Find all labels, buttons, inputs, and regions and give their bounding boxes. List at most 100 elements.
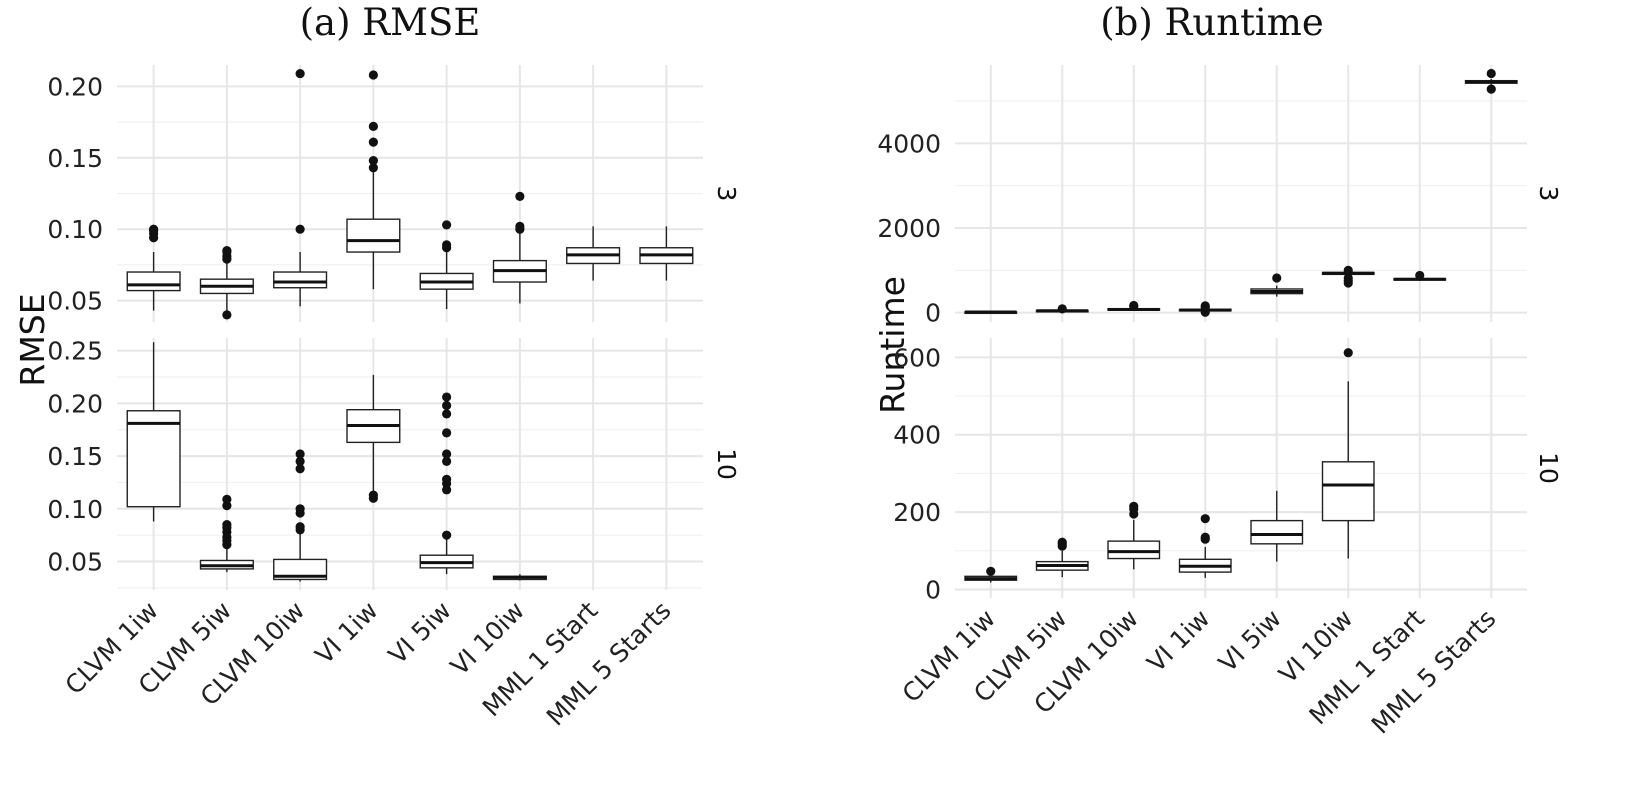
boxplot-clvm-1iw [964, 310, 1018, 315]
x-tick-label: VI 1iw [310, 596, 384, 670]
facet-rmse-3: 0.05 0.10 0.15 0.20 3 [47, 65, 741, 322]
y-tick-label: 200 [893, 498, 941, 527]
boxplot-vi-10iw [1321, 265, 1375, 288]
outlier-point [368, 121, 378, 131]
y-tick-label: 0.20 [47, 389, 103, 418]
boxplot-vi-1iw [346, 374, 401, 503]
outlier-point [368, 156, 378, 166]
outlier-point [515, 191, 525, 201]
outlier-point [368, 70, 378, 80]
outlier-point [149, 224, 159, 234]
outlier-point [1272, 273, 1282, 283]
outlier-point [442, 530, 452, 540]
boxplot-clvm-1iw [126, 224, 181, 311]
outlier-point [442, 485, 452, 495]
outlier-point [368, 137, 378, 147]
boxplot-clvm-10iw [1107, 501, 1161, 570]
outlier-point [1343, 265, 1353, 275]
outlier-point [442, 220, 452, 230]
boxplot-clvm-5iw [199, 494, 254, 573]
y-tick-label: 0.10 [47, 215, 103, 244]
outlier-point [1129, 300, 1139, 311]
y-tick-label: 400 [893, 421, 941, 450]
y-tick-label: 2000 [877, 214, 941, 243]
boxplot-vi-5iw [419, 392, 474, 575]
y-tick-label: 0.10 [47, 495, 103, 524]
outlier-point [295, 68, 305, 79]
boxplot-vi-5iw [1250, 273, 1304, 297]
outlier-point [1343, 273, 1353, 283]
boxplot-vi-1iw [1178, 301, 1232, 317]
boxplot-vi-10iw [492, 574, 547, 581]
outlier-point [295, 504, 305, 514]
outlier-point [368, 163, 378, 173]
outlier-point [295, 456, 305, 466]
y-tick-label: 0 [925, 575, 941, 604]
y-axis-title-rmse: RMSE [13, 293, 52, 386]
y-tick-label: 0.15 [47, 144, 103, 173]
boxplot-clvm-5iw [1035, 537, 1089, 578]
outlier-point [442, 428, 452, 438]
facet-strip-label: 3 [712, 186, 741, 202]
outlier-point [442, 474, 452, 484]
boxplot-clvm-5iw [199, 246, 254, 320]
boxplot-clvm-10iw [273, 449, 328, 582]
outlier-point [1343, 348, 1353, 358]
outlier-point [295, 449, 305, 459]
facet-runtime-10: 0 200 400 600 10 [893, 338, 1563, 604]
box [1107, 540, 1161, 560]
boxplot-vi-1iw [1178, 514, 1232, 578]
outlier-point [1200, 301, 1210, 311]
boxplot-clvm-1iw [964, 566, 1018, 583]
outlier-point [442, 456, 452, 466]
boxplot-mml-5-starts [1464, 68, 1518, 94]
panel-title-runtime: (b) Runtime [1100, 1, 1324, 44]
box [1250, 519, 1304, 545]
outlier-point [1057, 304, 1067, 314]
x-tick-label: MML 5 Starts [1366, 604, 1502, 740]
y-tick-label: 4000 [877, 129, 941, 158]
y-tick-label: 600 [893, 343, 941, 372]
outlier-point [442, 240, 452, 250]
outlier-point [442, 400, 452, 411]
boxplot-vi-5iw [1250, 490, 1304, 562]
outlier-point [1415, 270, 1425, 281]
outlier-point [515, 221, 525, 231]
facet-strip-label: 10 [712, 448, 741, 480]
box [126, 410, 181, 508]
outlier-point [986, 566, 996, 576]
boxplot-vi-10iw [492, 191, 547, 304]
y-tick-label: 0 [925, 299, 941, 328]
outlier-point [222, 501, 232, 511]
y-axis-title-runtime: Runtime [873, 276, 912, 414]
boxplot-vi-1iw [346, 70, 401, 290]
outlier-point [1486, 84, 1496, 94]
y-tick-label: 0.05 [47, 287, 103, 316]
outlier-point [295, 464, 305, 474]
boxplot-clvm-10iw [1107, 300, 1161, 312]
boxplot-mml-1-start [1393, 270, 1447, 281]
boxplot-mml-1-start [566, 226, 621, 281]
panel-rmse: (a) RMSE RMSE 0.050.100.150.2030.050.100… [13, 1, 741, 731]
facet-strip-label: 3 [1534, 186, 1563, 202]
panel-title-rmse: (a) RMSE [300, 1, 481, 44]
outlier-point [1200, 514, 1210, 524]
y-tick-label: 0.05 [47, 548, 103, 577]
box [273, 271, 328, 289]
boxplot-clvm-5iw [1035, 304, 1089, 314]
y-tick-label: 0.15 [47, 442, 103, 471]
outlier-point [442, 392, 452, 402]
outlier-point [222, 520, 232, 530]
outlier-point [1486, 68, 1496, 79]
facet-rmse-10: 0.05 0.10 0.15 0.20 0.25 10 [47, 337, 741, 590]
box [1321, 461, 1375, 522]
boxplot-vi-5iw [419, 220, 474, 310]
boxplot-mml-5-starts [639, 226, 694, 281]
outlier-point [222, 494, 232, 504]
y-tick-label: 0.25 [47, 337, 103, 366]
facet-runtime-3: 0 2000 4000 3 [877, 65, 1563, 328]
panel-runtime: (b) Runtime Runtime 0 2000 4000 3 0 200 400 600… [873, 1, 1563, 739]
outlier-point [368, 490, 378, 500]
outlier-point [1129, 501, 1139, 511]
